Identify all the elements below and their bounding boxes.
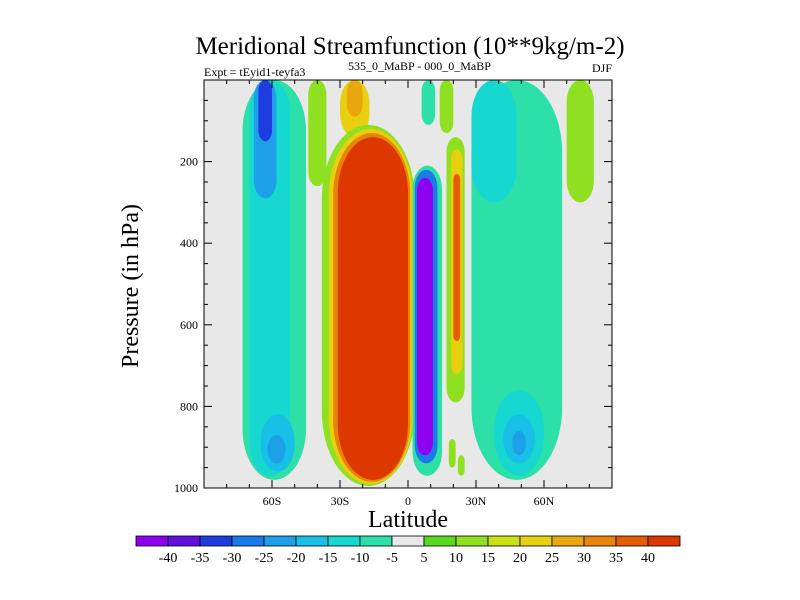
contour-region-upper-orange-core xyxy=(346,80,363,117)
contour-region-nh-midlat-cyan-upper xyxy=(471,80,517,203)
contour-region-nh-lower-green-blob-a xyxy=(448,439,456,468)
colorbar-swatch xyxy=(263,535,297,547)
y-tick-label: 800 xyxy=(180,399,198,413)
colorbar-label: 25 xyxy=(545,551,559,566)
y-axis-label: Pressure (in hPa) xyxy=(118,204,144,368)
colorbar-swatch xyxy=(519,535,553,547)
colorbar-label: -25 xyxy=(255,551,274,566)
contour-region-upper-green-tower xyxy=(308,80,327,187)
x-tick-label: 60S xyxy=(263,494,282,508)
y-tick-label: 1000 xyxy=(174,481,198,495)
plot-area xyxy=(204,80,612,488)
colorbar-swatch xyxy=(167,535,201,547)
colorbar-swatch xyxy=(231,535,265,547)
colorbar-swatch xyxy=(423,535,457,547)
x-axis-label: Latitude xyxy=(368,507,448,533)
colorbar-swatch xyxy=(327,535,361,547)
colorbar-label: 40 xyxy=(641,551,655,566)
colorbar-label: 15 xyxy=(481,551,495,566)
colorbar-label: -10 xyxy=(351,551,370,566)
colorbar-swatch xyxy=(391,535,425,547)
x-tick-label: 30N xyxy=(466,494,487,508)
contour-region-nh-upper-green-strip xyxy=(439,80,454,134)
colorbar-label: -20 xyxy=(287,551,306,566)
contour-region-nh-hadley-core xyxy=(417,177,433,456)
colorbar-swatch xyxy=(647,535,681,547)
colorbar-label: -30 xyxy=(223,551,242,566)
colorbar-label: 30 xyxy=(577,551,591,566)
axes: 60S 30S 0 30N 60N 200 400 600 800 1000 xyxy=(174,79,613,508)
x-tick-label: 30S xyxy=(331,494,350,508)
colorbar-label: 20 xyxy=(513,551,527,566)
y-tick-label: 400 xyxy=(180,236,198,250)
colorbar-swatch xyxy=(615,535,649,547)
time-range-label: 535_0_MaBP - 000_0_MaBP xyxy=(348,59,491,73)
colorbar-label: -5 xyxy=(386,551,398,566)
y-tick-label: 600 xyxy=(180,318,198,332)
contour-region-nh-ferrel-core xyxy=(453,173,461,342)
contour-region-sh-upper-darkblue xyxy=(258,80,272,142)
experiment-label: Expt = tEyid1-teyfa3 xyxy=(204,65,305,79)
colorbar-label: 5 xyxy=(421,551,428,566)
contour-region-nh-polar-green xyxy=(566,80,594,203)
contour-region-sh-lower-blue-spot xyxy=(267,434,286,464)
colorbar-label: 35 xyxy=(609,551,623,566)
x-tick-label: 60N xyxy=(534,494,555,508)
colorbar-label: -15 xyxy=(319,551,338,566)
colorbar-swatch xyxy=(359,535,393,547)
contour-region-nh-upper-teal-strip xyxy=(421,80,436,125)
x-tick-label: 0 xyxy=(405,494,411,508)
chart-title: Meridional Streamfunction (10**9kg/m-2) xyxy=(195,33,624,60)
colorbar-swatch xyxy=(551,535,585,547)
colorbar-swatch xyxy=(455,535,489,547)
contour-region-hadley-cell-core xyxy=(337,137,408,480)
colorbar: -40 -35 -30 -25 -20 -15 -10 -5 5 10 15 20 25 30 35 40 xyxy=(135,535,681,566)
contour-region-nh-midlat-blue-spot xyxy=(512,430,526,456)
colorbar-swatch xyxy=(295,535,329,547)
colorbar-label: 10 xyxy=(449,551,463,566)
colorbar-swatch xyxy=(135,535,169,547)
colorbar-swatch xyxy=(487,535,521,547)
season-label: DJF xyxy=(592,61,612,75)
y-tick-label: 200 xyxy=(180,155,198,169)
contour-region-nh-lower-green-blob-b xyxy=(457,455,465,476)
colorbar-swatch xyxy=(199,535,233,547)
colorbar-label: -40 xyxy=(159,551,178,566)
colorbar-label: -35 xyxy=(191,551,210,566)
colorbar-swatch xyxy=(583,535,617,547)
